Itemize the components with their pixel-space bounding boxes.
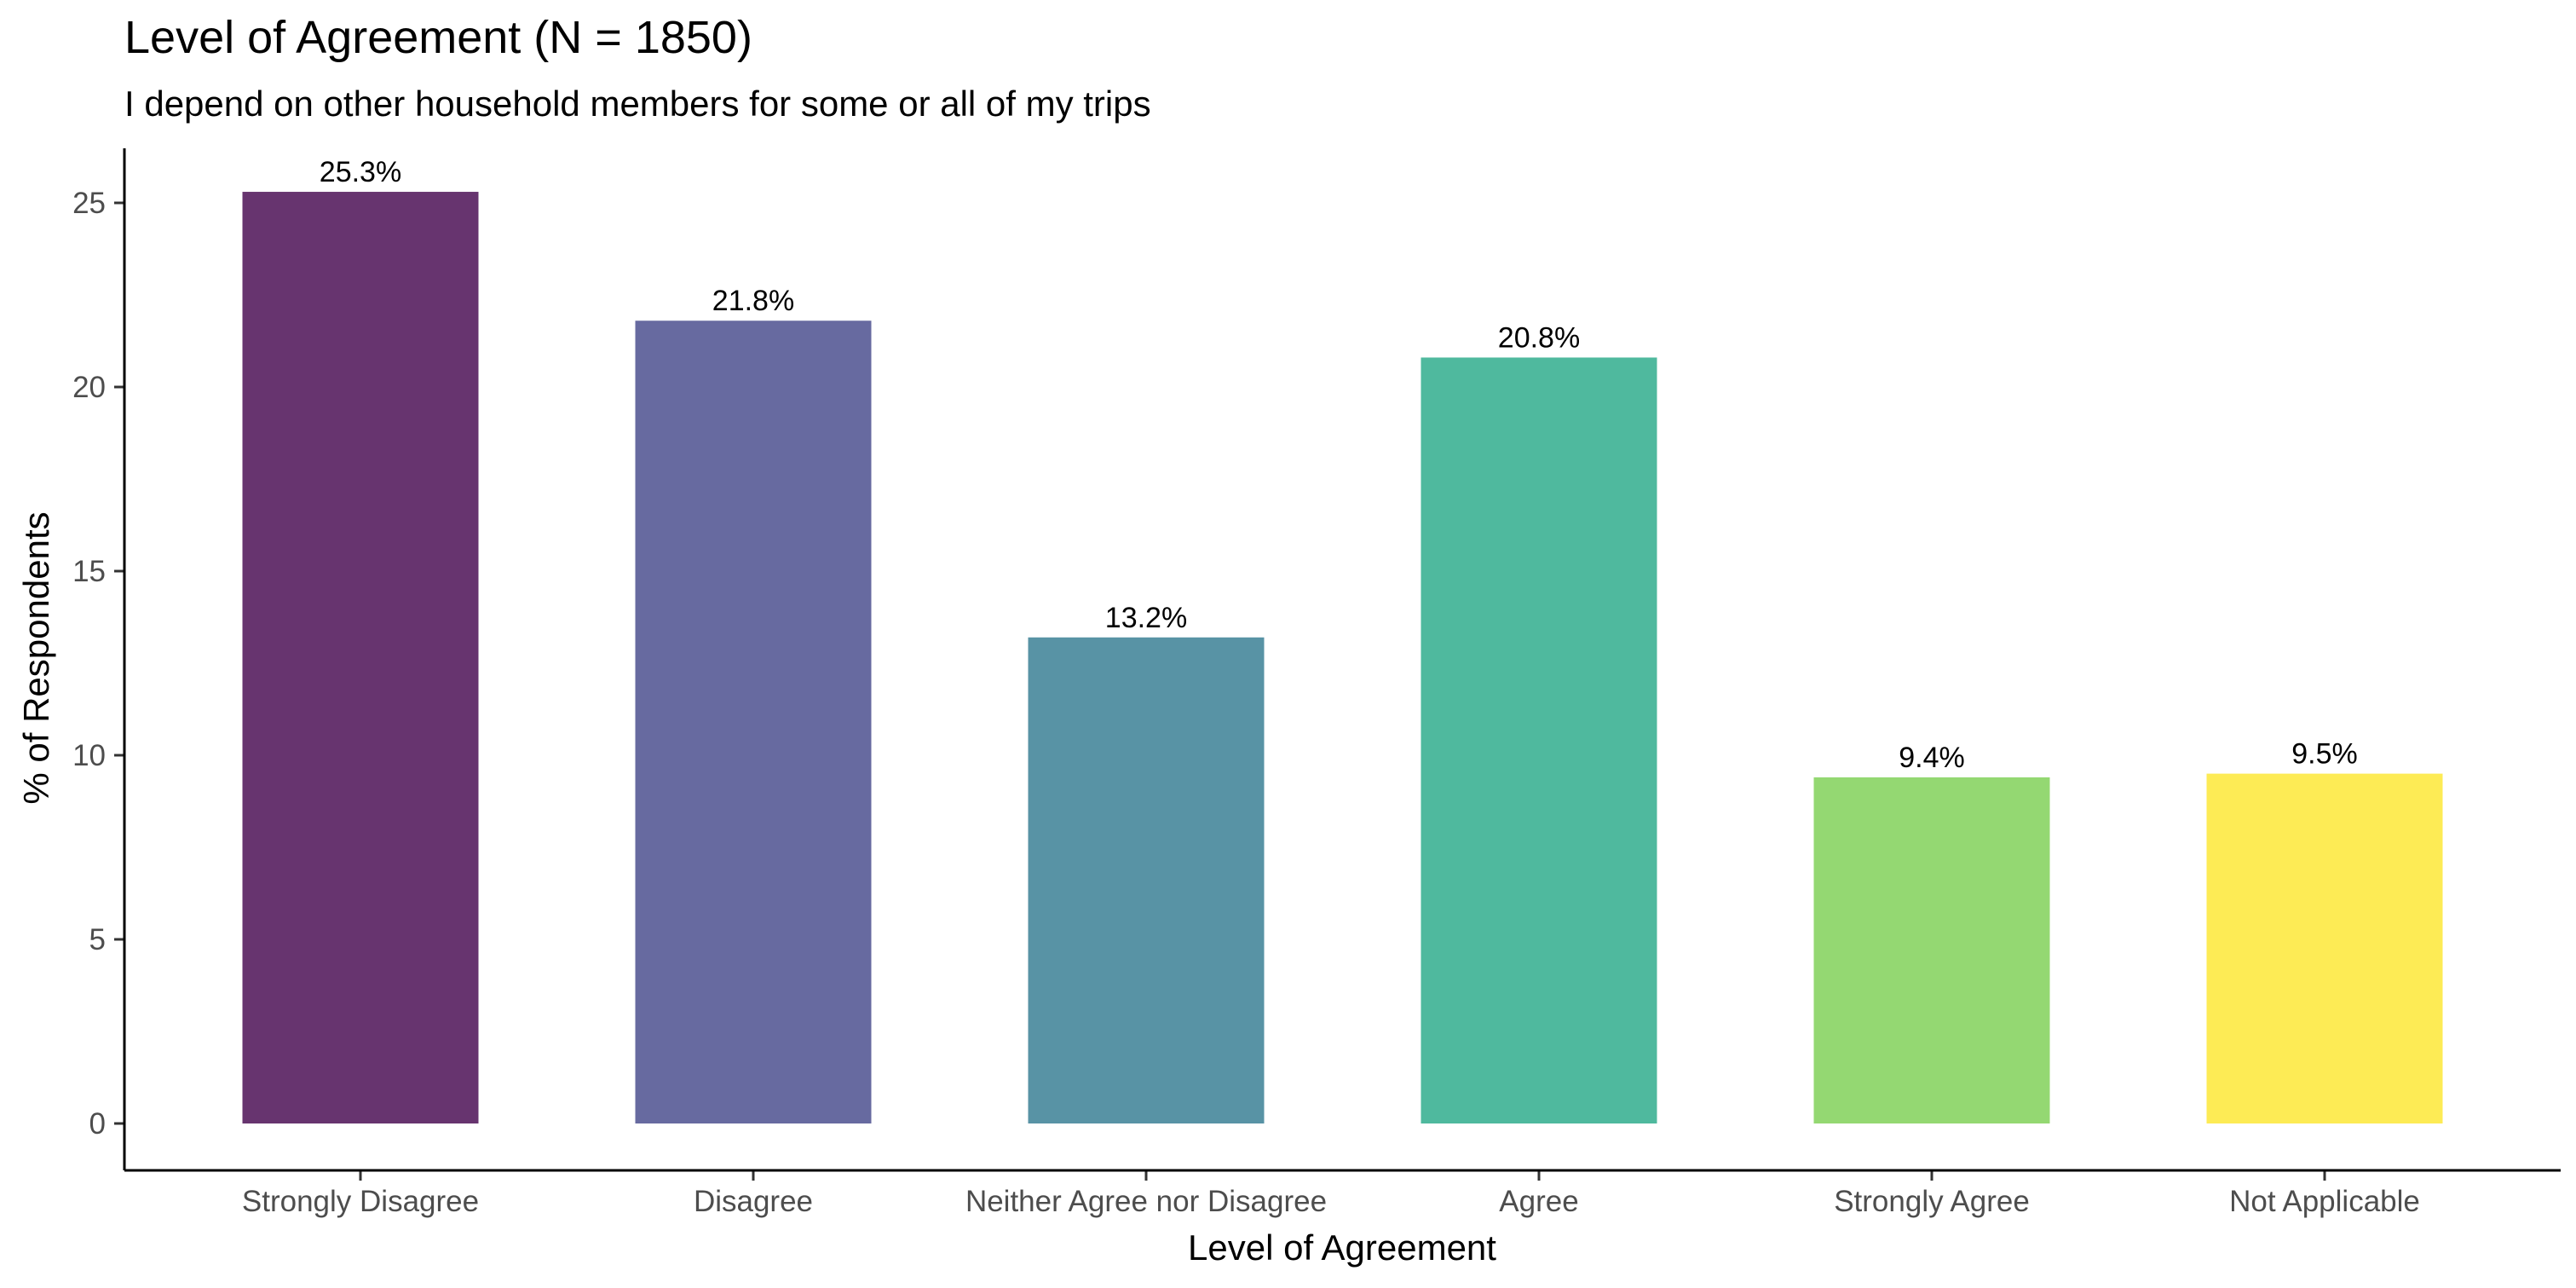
y-axis-ticks: 0 5 10 15 20 25 — [72, 187, 124, 1141]
x-tick-label-4: Strongly Agree — [1834, 1185, 2030, 1218]
x-tick-label-1: Disagree — [694, 1185, 813, 1218]
bars — [242, 192, 2443, 1123]
data-label-5: 9.5% — [2291, 738, 2358, 771]
y-tick-label-2: 10 — [72, 739, 106, 772]
y-axis-title: % of Respondents — [16, 511, 56, 804]
data-label-1: 21.8% — [712, 285, 794, 317]
x-tick-label-2: Neither Agree nor Disagree — [965, 1185, 1327, 1218]
x-tick-label-5: Not Applicable — [2229, 1185, 2420, 1218]
x-tick-label-0: Strongly Disagree — [242, 1185, 479, 1218]
bar-1 — [635, 321, 872, 1123]
bar-4 — [1813, 777, 2050, 1123]
y-tick-label-5: 25 — [72, 187, 106, 220]
bar-2 — [1028, 637, 1265, 1123]
data-labels: 25.3% 21.8% 13.2% 20.8% 9.4% 9.5% — [320, 156, 2358, 774]
y-tick-label-3: 15 — [72, 555, 106, 588]
chart-title: Level of Agreement (N = 1850) — [124, 12, 752, 63]
bar-0 — [242, 192, 479, 1123]
chart-subtitle: I depend on other household members for … — [124, 84, 1151, 124]
y-tick-label-1: 5 — [89, 923, 106, 956]
data-label-3: 20.8% — [1498, 321, 1580, 354]
bar-3 — [1421, 357, 1657, 1123]
data-label-2: 13.2% — [1105, 602, 1187, 634]
x-tick-label-3: Agree — [1499, 1185, 1578, 1218]
x-axis-ticks: Strongly Disagree Disagree Neither Agree n… — [242, 1170, 2420, 1218]
x-axis-title: Level of Agreement — [1188, 1227, 1496, 1268]
y-tick-label-0: 0 — [89, 1107, 106, 1141]
data-label-0: 25.3% — [320, 156, 401, 188]
data-label-4: 9.4% — [1899, 742, 1965, 774]
bar-5 — [2206, 773, 2443, 1123]
y-tick-label-4: 20 — [72, 371, 106, 404]
